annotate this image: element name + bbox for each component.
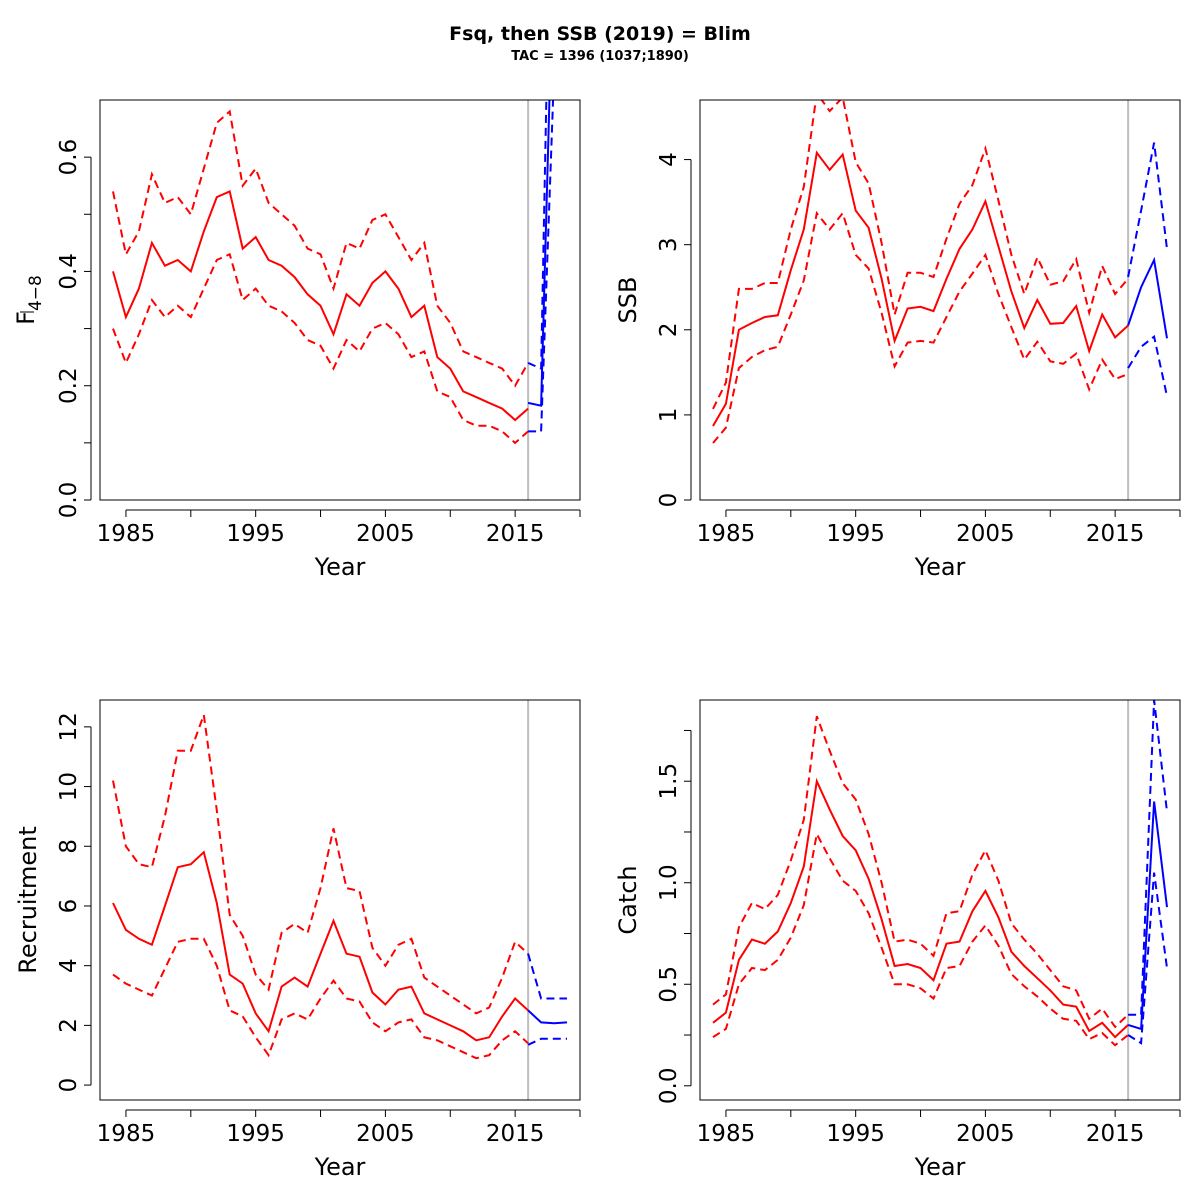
y-tick-label: 0.4 [56, 253, 82, 290]
forecast-estimate-line [1127, 801, 1168, 1031]
x-tick-label: 2015 [486, 521, 545, 547]
y-axis-label: Recruitment [14, 826, 42, 973]
x-tick-label: 1995 [226, 521, 285, 547]
x-axis-label: Year [314, 1153, 366, 1181]
y-tick-label: 4 [656, 152, 682, 167]
x-tick-label: 1985 [697, 1121, 756, 1147]
historic-lower-bound-line [712, 210, 1129, 444]
x-tick-label: 1985 [97, 521, 156, 547]
y-tick-label: 1 [656, 408, 682, 423]
forecast-lower-bound-line [1127, 334, 1168, 397]
y-tick-label: 0.0 [656, 1068, 682, 1105]
panel-f-bar: Year F4−8 1985 1995 2005 2015 0.0 0.2 0.4 0.6 [12, 99, 581, 581]
x-tick-label: 1995 [826, 521, 885, 547]
y-tick-label: 12 [56, 712, 82, 741]
x-tick-label: 2005 [356, 521, 415, 547]
figure-subtitle: TAC = 1396 (1037;1890) [511, 49, 689, 64]
historic-upper-bound-line [712, 100, 1129, 410]
historic-estimate-line [712, 777, 1129, 1039]
x-tick-label: 1995 [226, 1121, 285, 1147]
forecast-upper-bound-line [527, 953, 567, 1000]
y-axis-label: SSB [614, 277, 642, 324]
forecast-estimate-line [527, 100, 551, 407]
x-tick-label: 2015 [1086, 1121, 1145, 1147]
y-tick-label: 0 [56, 1078, 82, 1093]
historic-estimate-line [112, 189, 529, 422]
figure-title: Fsq, then SSB (2019) = Blim [449, 23, 751, 45]
x-tick-label: 2005 [956, 1121, 1015, 1147]
y-tick-label: 2 [656, 322, 682, 337]
forecast-upper-bound-line [527, 100, 548, 371]
x-axis-label: Year [314, 553, 366, 581]
y-tick-label: 0.2 [56, 367, 82, 404]
forecast-upper-bound-line [1127, 142, 1168, 278]
x-tick-label: 2015 [1086, 521, 1145, 547]
y-tick-label: 6 [56, 899, 82, 914]
forecast-estimate-line [527, 1009, 568, 1025]
y-tick-label: 0.6 [56, 139, 82, 176]
x-tick-label: 2005 [956, 521, 1015, 547]
y-axis-label: Catch [614, 865, 642, 934]
plot-frame [99, 699, 581, 1101]
y-tick-label: 8 [56, 839, 82, 854]
y-tick-label: 1.0 [656, 864, 682, 901]
y-tick-label: 0.5 [656, 966, 682, 1003]
x-tick-label: 1995 [826, 1121, 885, 1147]
y-tick-label: 3 [656, 237, 682, 252]
x-tick-label: 1985 [97, 1121, 156, 1147]
historic-estimate-line [112, 850, 529, 1042]
x-axis-label: Year [914, 553, 966, 581]
historic-upper-bound-line [112, 109, 529, 388]
plot-frame [699, 99, 1181, 501]
historic-lower-bound-line [712, 830, 1129, 1047]
panel-catch: Year Catch 1985 1995 2005 2015 0.0 0.5 1.0 1.5 [614, 699, 1181, 1181]
y-tick-label: 10 [56, 772, 82, 801]
forecast-upper-bound-line [1128, 700, 1168, 1016]
y-axis-label: F4−8 [12, 275, 46, 325]
plot-frame [699, 699, 1181, 1101]
x-tick-label: 2015 [486, 1121, 545, 1147]
y-tick-label: 0 [656, 493, 682, 508]
forecast-lower-bound-line [527, 1037, 567, 1046]
panel-recruitment: Year Recruitment 1985 1995 2005 2015 0 2 4 6 8 10… [14, 699, 581, 1181]
x-tick-label: 2005 [356, 1121, 415, 1147]
historic-lower-bound-line [112, 937, 529, 1060]
historic-upper-bound-line [112, 714, 529, 1015]
panel-ssb: Year SSB 1985 1995 2005 2015 0 1 2 3 4 [614, 99, 1181, 581]
y-tick-label: 0.0 [56, 482, 82, 519]
y-tick-label: 2 [56, 1018, 82, 1033]
y-tick-label: 4 [56, 958, 82, 973]
historic-upper-bound-line [712, 715, 1129, 1029]
forecast-lower-bound-line [528, 100, 555, 433]
y-tick-label: 1.5 [656, 763, 682, 800]
x-tick-label: 1985 [697, 521, 756, 547]
plot-frame [99, 99, 581, 501]
forecast-estimate-line [1127, 256, 1168, 339]
historic-estimate-line [712, 150, 1129, 427]
x-axis-label: Year [914, 1153, 966, 1181]
historic-lower-bound-line [112, 252, 529, 445]
forecast-lower-bound-line [1127, 872, 1168, 1045]
